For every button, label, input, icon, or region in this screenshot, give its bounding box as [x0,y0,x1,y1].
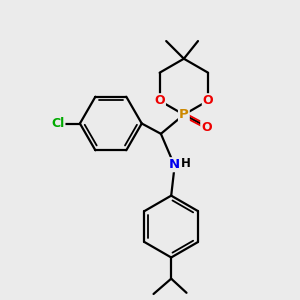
Text: N: N [169,158,180,171]
Text: O: O [201,121,212,134]
Text: O: O [154,94,165,107]
Text: H: H [180,157,190,170]
Text: P: P [179,108,189,121]
Text: Cl: Cl [51,117,64,130]
Text: O: O [203,94,213,107]
